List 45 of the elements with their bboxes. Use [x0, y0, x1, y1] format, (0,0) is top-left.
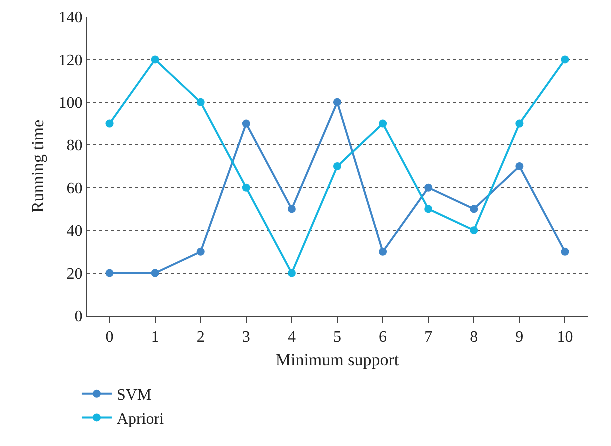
point: [151, 269, 160, 278]
x-tick-label: 1: [151, 329, 160, 346]
x-tick-label: 10: [557, 329, 574, 346]
x-axis-title: Minimum support: [276, 350, 400, 370]
point: [334, 162, 342, 170]
point: [242, 120, 250, 128]
y-axis-title: Running time: [28, 120, 48, 214]
point: [288, 205, 296, 214]
x-tick-label: 9: [516, 329, 524, 346]
point: [379, 120, 388, 128]
point: [196, 98, 205, 106]
point: [470, 205, 478, 214]
point: [516, 120, 524, 128]
point: [196, 248, 205, 256]
y-tick-label: 100: [58, 95, 83, 112]
point: [288, 269, 296, 278]
point: [424, 205, 433, 214]
x-tick-label: 2: [196, 329, 205, 346]
y-tick-label: 80: [66, 138, 83, 155]
point: [561, 56, 570, 64]
y-tick-label: 120: [58, 52, 83, 70]
legend-label: Apriori: [116, 410, 165, 428]
point: [151, 56, 160, 64]
y-tick-label: 60: [66, 180, 83, 198]
point: [561, 248, 570, 256]
x-tick-label: 8: [470, 329, 478, 346]
point: [470, 226, 478, 235]
point: [334, 98, 342, 106]
point: [516, 162, 524, 170]
point: [106, 269, 114, 278]
legend-label: SVM: [116, 387, 152, 404]
point: [379, 248, 388, 256]
x-tick-label: 3: [242, 329, 250, 346]
point: [424, 184, 433, 192]
y-tick-label: 140: [58, 10, 83, 27]
x-tick-label: 0: [106, 329, 114, 346]
point: [242, 184, 250, 192]
x-tick-label: 5: [334, 329, 342, 346]
x-tick-label: 6: [379, 329, 388, 346]
y-tick-label: 40: [66, 223, 83, 240]
x-tick-label: 7: [424, 329, 433, 346]
point: [106, 120, 114, 128]
x-tick-label: 4: [288, 329, 296, 346]
y-tick-label: 0: [74, 308, 83, 326]
y-tick-label: 20: [66, 266, 83, 283]
